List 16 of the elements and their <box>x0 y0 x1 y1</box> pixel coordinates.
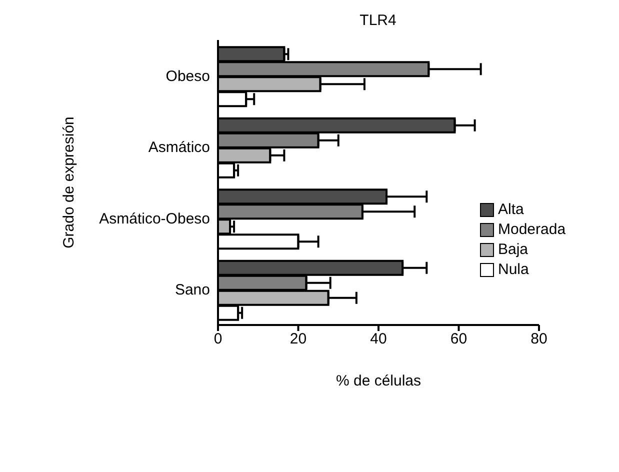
legend-label: Baja <box>498 241 528 258</box>
legend-label: Alta <box>498 201 524 218</box>
legend-label: Moderada <box>498 221 566 238</box>
x-tick-label: 0 <box>214 330 222 348</box>
y-tick-label: Asmático-Obeso <box>99 210 210 228</box>
x-tick-label: 80 <box>530 330 548 348</box>
y-axis-title: Grado de expresión <box>60 116 78 248</box>
x-tick-label: 40 <box>370 330 387 348</box>
x-axis-title: % de células <box>336 372 422 390</box>
chart-title: TLR4 <box>358 12 398 29</box>
x-tick-label: 60 <box>450 330 468 348</box>
y-tick-label: Obeso <box>166 68 210 85</box>
legend-label: Nula <box>498 261 529 278</box>
x-tick-label: 20 <box>290 330 307 348</box>
y-tick-label: Asmático <box>148 139 210 156</box>
y-tick-label: Sano <box>174 282 210 299</box>
